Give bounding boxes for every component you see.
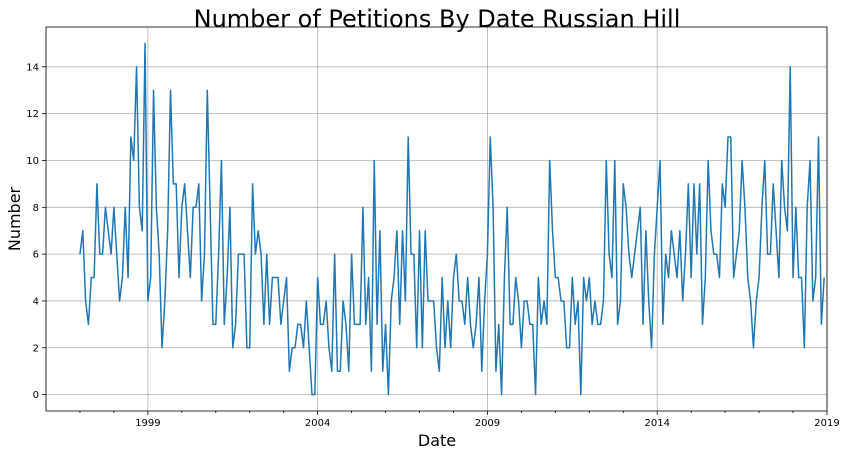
x-tick-label: 2004 (305, 418, 330, 429)
chart-title: Number of Petitions By Date Russian Hill (194, 5, 681, 33)
y-tick-label: 0 (33, 390, 39, 401)
y-tick-label: 10 (26, 156, 39, 167)
y-tick-label: 2 (33, 343, 39, 354)
x-tick-label: 2014 (644, 418, 669, 429)
x-tick-label: 2019 (814, 418, 839, 429)
series-layer (79, 42, 825, 396)
y-tick-label: 8 (33, 203, 39, 214)
axis-ticks: 0 2 4 6 8 10 12 14 1999 2004 2009 2014 2019 (26, 62, 839, 429)
y-tick-label: 6 (33, 250, 39, 261)
y-tick-label: 4 (33, 296, 39, 307)
series-line (79, 42, 825, 396)
plot-area-frame (45, 26, 828, 412)
y-tick-label: 12 (26, 109, 39, 120)
x-tick-label: 2009 (475, 418, 500, 429)
x-tick-label: 1999 (135, 418, 160, 429)
x-axis-label: Date (418, 431, 456, 450)
y-axis-label: Number (5, 186, 24, 251)
y-tick-label: 14 (26, 62, 39, 73)
